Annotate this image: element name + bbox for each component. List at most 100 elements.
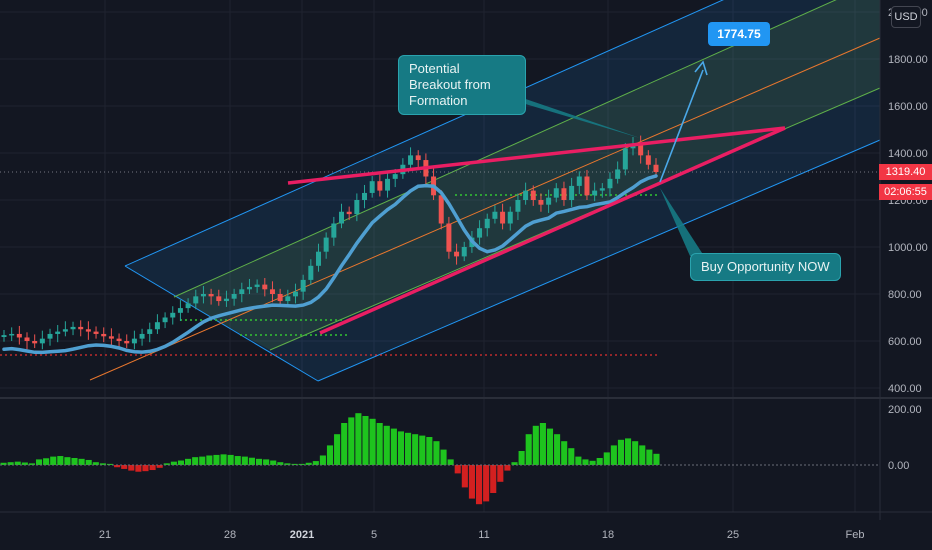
oscillator-bar [334,434,341,465]
oscillator-bar [632,441,639,465]
price-axis: 2000.001800.001600.001400.001200.001000.… [888,7,928,395]
candle-body [392,174,398,179]
oscillator-bar [383,425,390,465]
time-tick-label: 11 [478,529,489,541]
breakout-callout-text: Potential Breakout from Formation [409,61,491,108]
breakout-callout-pointer [505,92,640,138]
oscillator-bar [121,465,128,469]
oscillator-bar [525,434,532,465]
oscillator-bar [454,465,461,474]
oscillator-bar [199,456,206,465]
candle-body [538,200,544,205]
candle-body [269,289,275,294]
oscillator-bar [440,449,447,465]
candle-body [170,312,176,318]
oscillator-bar [596,458,603,465]
candle-body [507,211,513,224]
oscillator-bar [653,453,660,465]
candle-body [500,211,506,224]
candle-body [154,322,160,330]
price-tick-label: 600.00 [888,336,922,348]
oscillator-bar [135,465,142,472]
time-tick-label: 21 [99,529,111,541]
oscillator-bar [646,449,653,465]
oscillator-bar [177,460,185,465]
candle-body [546,197,552,205]
oscillator-bar [206,455,213,465]
breakout-projection-arrow [659,60,708,183]
candle-body [331,223,337,238]
candle-body [239,289,245,294]
oscillator-tick-label: 0.00 [888,460,909,472]
candle-body [515,200,521,212]
candle-body [85,329,91,332]
oscillator-bar [546,428,554,465]
oscillator-bar [518,451,525,465]
candle-body [354,200,360,215]
candle-body [339,211,345,224]
last-price-tag: 1319.40 [879,164,932,180]
oscillator-bar [575,456,582,465]
candle-body [200,294,206,297]
candle-body [185,303,191,309]
oscillator-bar [99,463,106,465]
candle-body [78,326,84,330]
candle-body [622,148,628,170]
candle-body [362,192,368,200]
oscillator-bar [163,463,170,465]
candle-body [101,333,107,337]
candle-body [177,308,183,313]
candle-body [108,336,114,339]
oscillator-bar [490,465,497,493]
oscillator-bar [554,434,561,465]
oscillator-bar [185,458,192,465]
price-tick-label: 1000.00 [888,242,928,254]
oscillator-bar [341,423,348,465]
oscillator-bar [220,454,227,465]
candle-body [292,291,298,297]
candle-body [193,296,199,304]
triangle-upper-trendline [287,126,786,185]
candle-body [62,329,68,332]
candle-body [162,317,168,323]
oscillator-bar [348,417,355,465]
channel-median-line [89,37,881,381]
candle-body [124,341,130,344]
oscillator-bar [376,423,383,465]
oscillator-bar [326,445,334,465]
oscillator-bar [78,458,85,465]
oscillator-bar [319,455,326,465]
oscillator-bar [35,459,43,465]
oscillator-bar [483,465,490,502]
oscillator-bar [603,452,610,465]
candle-body [24,337,30,341]
moving-average-line [2,174,658,355]
oscillator-bar [241,456,248,465]
oscillator-bar [50,456,57,465]
grid-lines [0,0,880,512]
currency-badge[interactable]: USD [891,6,921,28]
oscillator-tick-label: 200.00 [888,404,922,416]
oscillator-bar [64,457,71,465]
time-axis: 21 28 2021 5 11 18 25 Feb [99,529,865,541]
oscillator-bar [92,462,99,465]
oscillator-bar [305,462,312,465]
oscillator-bar [312,461,319,465]
candle-body [231,294,237,299]
candle-body [607,178,613,189]
buy-opportunity-callout: Buy Opportunity NOW [690,253,841,281]
oscillator-bar [426,437,433,465]
oscillator-bar [405,432,412,465]
candle-body [47,333,53,339]
price-tick-label: 400.00 [888,383,922,395]
oscillator-histogram [0,413,660,505]
candle-body [569,185,575,200]
oscillator-bar [419,435,426,465]
candle-body [277,294,283,302]
oscillator-bar [561,441,568,465]
candle-body [615,169,621,179]
oscillator-bar [142,465,149,472]
oscillator-bar [277,462,284,465]
oscillator-bar [582,459,589,465]
candle-body [638,143,644,156]
